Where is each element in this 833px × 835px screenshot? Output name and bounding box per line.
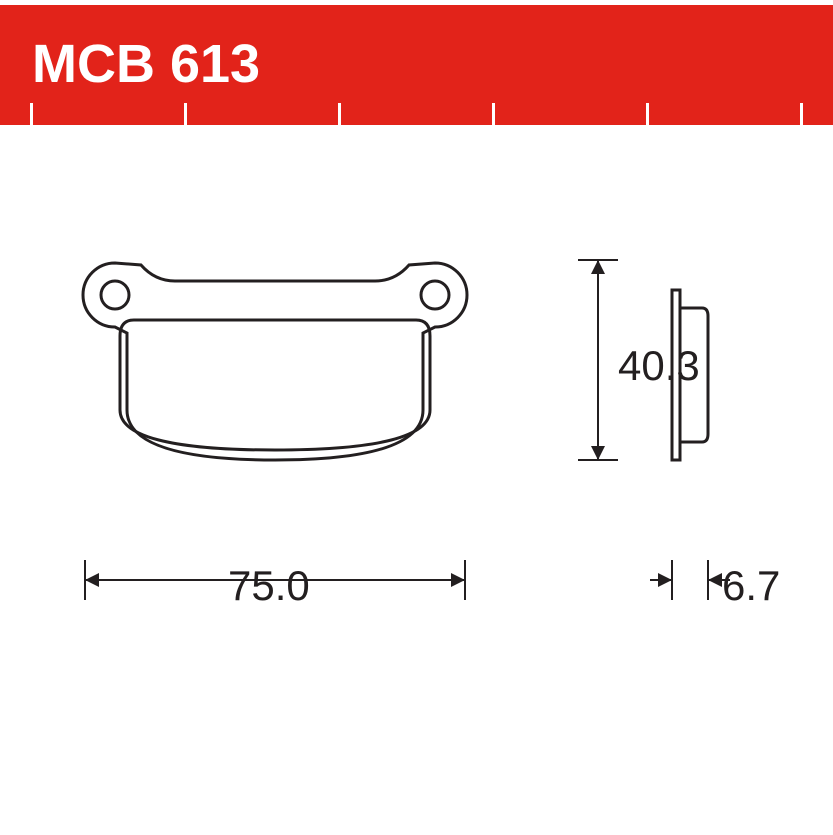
friction-pad bbox=[120, 320, 430, 450]
dim-label: 6.7 bbox=[722, 562, 780, 609]
band-tick bbox=[30, 103, 33, 125]
technical-drawing: 75.0 40.3 6.7 bbox=[0, 130, 833, 830]
mount-hole-left bbox=[101, 281, 129, 309]
drawing-area: 75.0 40.3 6.7 bbox=[0, 130, 833, 830]
band-tick bbox=[338, 103, 341, 125]
backing-plate bbox=[83, 263, 467, 460]
product-title: MCB 613 bbox=[32, 33, 260, 95]
band-tick bbox=[492, 103, 495, 125]
band-tick bbox=[184, 103, 187, 125]
dim-label: 40.3 bbox=[618, 342, 700, 389]
band-tick bbox=[646, 103, 649, 125]
mount-hole-right bbox=[421, 281, 449, 309]
band-tick bbox=[800, 103, 803, 125]
header-band: MCB 613 bbox=[0, 5, 833, 125]
dim-label: 75.0 bbox=[228, 562, 310, 609]
